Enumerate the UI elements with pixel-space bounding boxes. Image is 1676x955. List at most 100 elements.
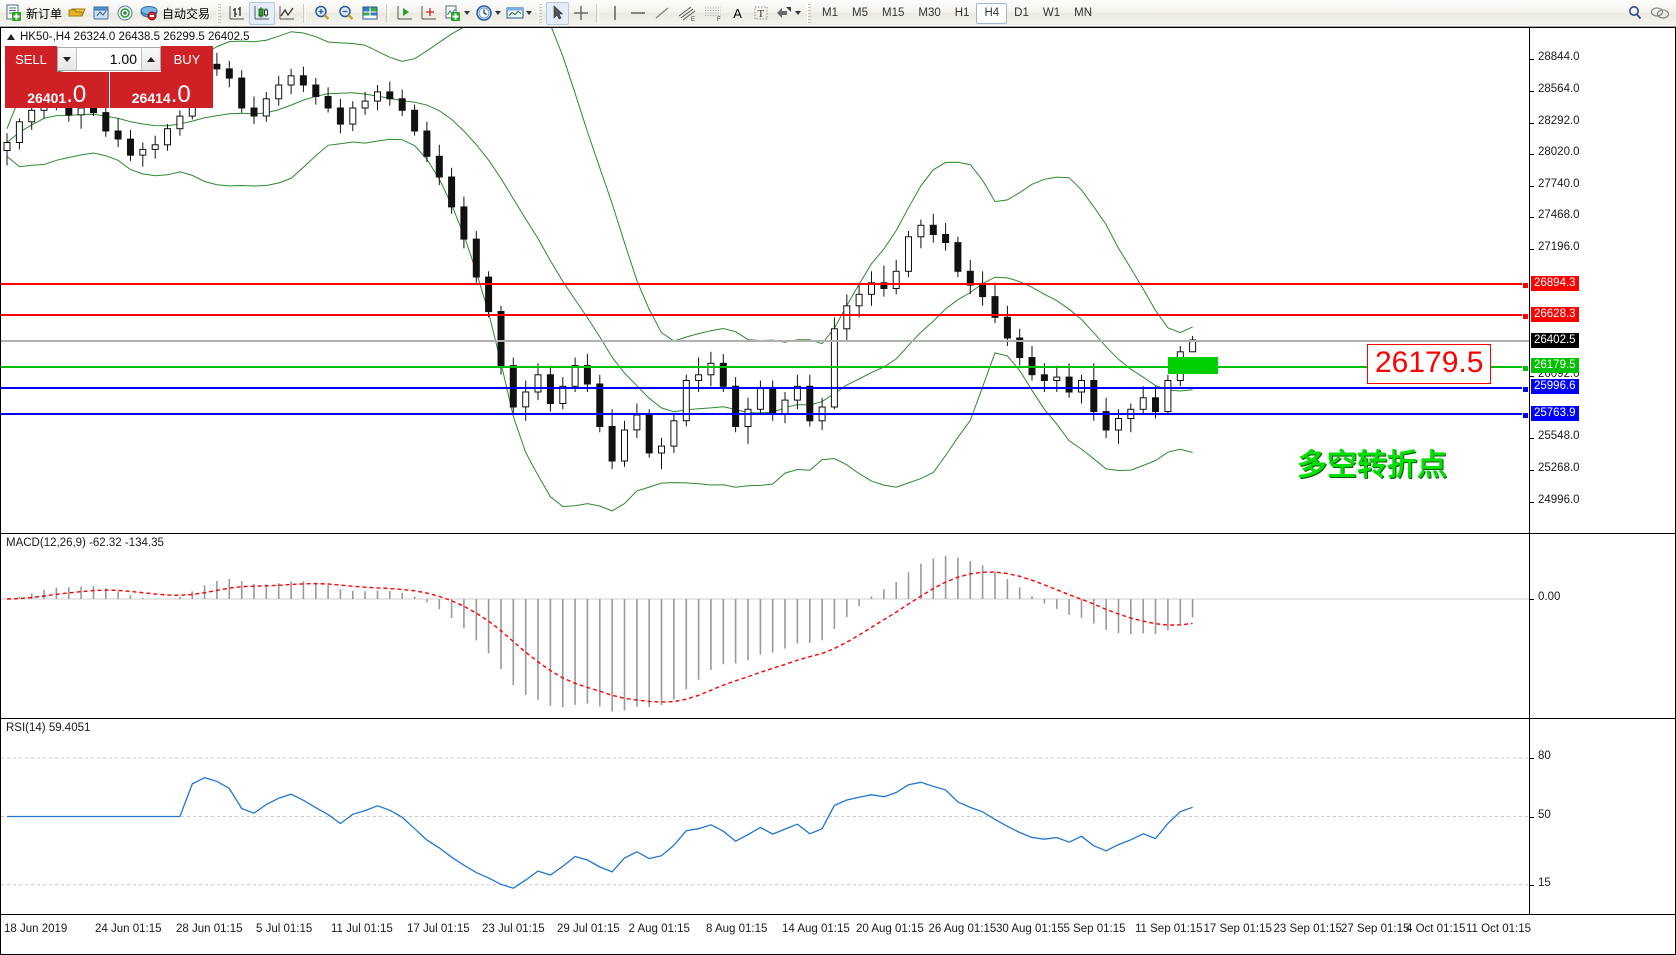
zoom-out-button[interactable] bbox=[334, 2, 358, 25]
radar-icon bbox=[115, 4, 135, 22]
price-level-badge[interactable]: 25763.9 bbox=[1531, 405, 1579, 421]
rsi-axis[interactable]: 80 50 15 bbox=[1529, 719, 1675, 914]
collapse-triangle-icon[interactable] bbox=[7, 34, 15, 40]
tick-mark bbox=[1530, 217, 1534, 219]
tick-label: 27740.0 bbox=[1538, 178, 1580, 191]
period-button[interactable] bbox=[472, 2, 503, 25]
price-level-badge[interactable]: 25996.6 bbox=[1531, 379, 1579, 395]
time-axis-label: 11 Jul 01:15 bbox=[331, 923, 393, 935]
horizontal-line-tool-button[interactable] bbox=[626, 2, 650, 25]
line-chart-button[interactable] bbox=[275, 2, 299, 25]
timeframe-d1[interactable]: D1 bbox=[1014, 7, 1029, 19]
price-level-badge[interactable]: 26628.3 bbox=[1531, 306, 1579, 322]
toolbar-separator-2 bbox=[386, 3, 390, 23]
sell-button[interactable]: SELL bbox=[5, 46, 57, 72]
volume-dropdown-button[interactable] bbox=[58, 48, 77, 70]
volume-spinner-up-button[interactable] bbox=[141, 48, 160, 70]
volume-stepper[interactable]: 1.00 bbox=[57, 47, 161, 71]
macd-plot-area[interactable] bbox=[1, 534, 1529, 718]
equidistant-channel-tool-button[interactable]: E bbox=[674, 2, 700, 25]
time-axis-label: 11 Oct 01:15 bbox=[1466, 923, 1531, 935]
tick-mark bbox=[1530, 758, 1534, 759]
timeframe-m30[interactable]: M30 bbox=[918, 7, 941, 19]
buy-button[interactable]: BUY bbox=[161, 46, 213, 72]
zoom-in-icon bbox=[312, 4, 332, 22]
macd-label: MACD(12,26,9) -62.32 -134.35 bbox=[6, 537, 164, 549]
macd-axis[interactable]: 0.00 bbox=[1529, 534, 1675, 718]
trendline-tool-button[interactable] bbox=[650, 2, 674, 25]
tick-label: 27196.0 bbox=[1538, 240, 1580, 253]
text-tool-button[interactable]: A bbox=[726, 2, 749, 25]
add-indicator-caret-icon[interactable] bbox=[464, 11, 471, 15]
price-level-badge[interactable]: 26402.5 bbox=[1531, 332, 1579, 348]
one-click-trading-panel[interactable]: SELL 1.00 BUY 26401 . bbox=[5, 46, 213, 108]
timeframe-m15[interactable]: M15 bbox=[882, 7, 905, 19]
chinese-annotation-text[interactable]: 多空转折点 bbox=[1297, 448, 1447, 484]
tick-mark bbox=[1530, 470, 1534, 472]
toolbar-grip-1[interactable] bbox=[217, 3, 222, 23]
crosshair-tool-button[interactable] bbox=[569, 2, 592, 25]
price-pane[interactable]: HK50-,H4 26324.0 26438.5 26299.5 26402.5… bbox=[1, 28, 1675, 533]
timeframe-h1[interactable]: H1 bbox=[954, 7, 970, 19]
data-window-button[interactable] bbox=[358, 2, 382, 25]
zoom-in-button[interactable] bbox=[310, 2, 334, 25]
auto-scroll-button[interactable] bbox=[393, 2, 417, 25]
candlestick-chart-button[interactable] bbox=[249, 1, 276, 25]
rsi-pane[interactable]: RSI(14) 59.4051 80 50 15 bbox=[1, 718, 1675, 914]
timeframe-h4[interactable]: H4 bbox=[976, 2, 1008, 24]
templates-button[interactable] bbox=[503, 2, 534, 25]
fibonacci-tool-button[interactable]: F bbox=[700, 2, 726, 25]
snapshot-icon-button[interactable] bbox=[65, 2, 89, 25]
toolbar-grip-2[interactable] bbox=[538, 3, 543, 23]
templates-icon-button[interactable] bbox=[89, 2, 113, 25]
price-level-badge[interactable]: 26894.3 bbox=[1531, 275, 1579, 291]
objects-caret-icon[interactable] bbox=[795, 11, 802, 15]
buy-price-button[interactable]: 26414 .0 bbox=[108, 72, 213, 108]
text-label-tool-button[interactable]: T bbox=[749, 2, 772, 25]
time-axis-label: 24 Jun 01:15 bbox=[95, 923, 162, 935]
toolbar-grip-3[interactable] bbox=[807, 3, 812, 23]
sell-price-button[interactable]: 26401 .0 bbox=[5, 72, 109, 108]
price-axis[interactable]: 28844.0 28564.0 28292.0 28020.0 27740.0 27468… bbox=[1529, 28, 1675, 533]
period-caret-icon[interactable] bbox=[495, 11, 502, 15]
macd-pane[interactable]: MACD(12,26,9) -62.32 -134.35 0.00 bbox=[1, 533, 1675, 718]
time-axis-label: 5 Jul 01:15 bbox=[256, 923, 313, 935]
time-axis[interactable]: 18 Jun 2019 24 Jun 01:15 28 Jun 01:15 5 Jul… bbox=[1, 914, 1675, 954]
templates-caret-icon[interactable] bbox=[526, 11, 533, 15]
objects-list-button[interactable] bbox=[772, 2, 803, 25]
chart-shift-button[interactable] bbox=[417, 2, 441, 25]
price-plot-area[interactable] bbox=[1, 28, 1529, 533]
autotrading-button[interactable]: 自动交易 bbox=[137, 2, 213, 25]
price-annotation-box[interactable]: 26179.5 bbox=[1367, 343, 1492, 384]
tick-label: 28564.0 bbox=[1538, 83, 1580, 96]
vertical-line-tool-button[interactable] bbox=[603, 2, 626, 25]
chart-window[interactable]: HK50-,H4 26324.0 26438.5 26299.5 26402.5… bbox=[0, 27, 1676, 955]
volume-input[interactable]: 1.00 bbox=[109, 51, 137, 67]
bar-chart-button[interactable] bbox=[225, 2, 249, 25]
search-button[interactable] bbox=[1623, 2, 1647, 25]
trade-panel-price-row: 26401 .0 26414 .0 bbox=[5, 72, 213, 108]
tick-label: 0.00 bbox=[1538, 591, 1561, 604]
new-order-button[interactable]: 新订单 bbox=[3, 2, 65, 25]
market-watch-button[interactable] bbox=[113, 2, 137, 25]
chat-button[interactable] bbox=[1647, 2, 1673, 25]
template-chart-icon bbox=[505, 4, 525, 22]
cursor-arrow-icon bbox=[549, 4, 566, 22]
price-level-badge[interactable]: 26179.5 bbox=[1531, 358, 1579, 374]
tick-label: 28020.0 bbox=[1538, 146, 1580, 159]
timeframe-m1[interactable]: M1 bbox=[822, 7, 839, 19]
line-chart-icon bbox=[277, 4, 297, 22]
tick-mark bbox=[1530, 375, 1534, 377]
rsi-plot-area[interactable] bbox=[1, 719, 1529, 914]
timeframe-w1[interactable]: W1 bbox=[1042, 7, 1061, 19]
add-indicator-button[interactable] bbox=[441, 2, 472, 25]
timeframe-mn[interactable]: MN bbox=[1074, 7, 1092, 19]
timeframe-m5[interactable]: M5 bbox=[852, 7, 868, 19]
time-axis-labels: 18 Jun 2019 24 Jun 01:15 28 Jun 01:15 5 Jul… bbox=[1, 915, 1675, 954]
time-axis-label: 29 Jul 01:15 bbox=[557, 923, 620, 935]
symbol-ohlc-header: HK50-,H4 26324.0 26438.5 26299.5 26402.5 bbox=[7, 31, 250, 43]
auto-scroll-icon bbox=[395, 4, 415, 22]
cursor-tool-button[interactable] bbox=[546, 1, 570, 25]
tick-mark bbox=[1530, 501, 1534, 503]
tick-mark bbox=[1530, 154, 1534, 156]
